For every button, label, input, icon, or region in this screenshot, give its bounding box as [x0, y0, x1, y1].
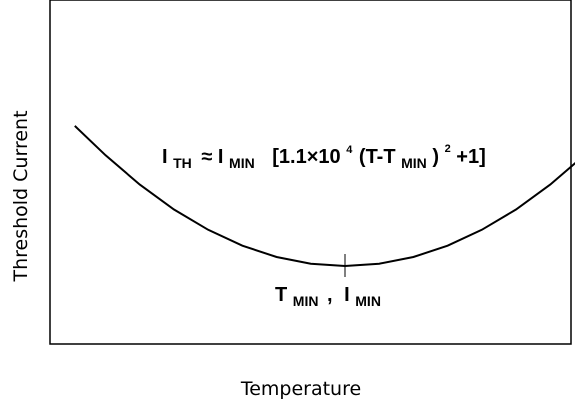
eq-bracket: [1.1×10: [272, 146, 340, 168]
x-axis-title: Temperature: [240, 378, 361, 400]
min-label-t-sub: MIN: [293, 293, 319, 309]
min-label-comma: ,: [327, 284, 333, 306]
eq-exp-4: 4: [346, 144, 353, 156]
min-label-i-sub: MIN: [355, 293, 381, 309]
min-label-t: T: [275, 284, 287, 306]
min-label-i: I: [344, 284, 350, 306]
minimum-label: T MIN , I MIN: [275, 284, 381, 311]
eq-paren-close: ): [432, 146, 439, 168]
eq-i-min: I: [218, 146, 224, 168]
eq-exp-2: 2: [445, 143, 451, 155]
eq-paren-open: (T-T: [359, 146, 396, 168]
eq-i-th: I: [162, 146, 168, 168]
eq-i-min-sub: MIN: [229, 155, 255, 171]
eq-i-th-sub: TH: [173, 155, 192, 171]
equation-annotation: I TH ≈ I MIN [1.1×10 4 (T-T MIN ) 2 +1]: [162, 135, 486, 173]
eq-tail: +1]: [456, 146, 485, 168]
eq-t-min-sub: MIN: [401, 155, 427, 171]
y-axis-title: Threshold Current: [10, 110, 32, 282]
eq-approx: ≈: [201, 146, 212, 168]
plot-frame: [49, 0, 572, 345]
